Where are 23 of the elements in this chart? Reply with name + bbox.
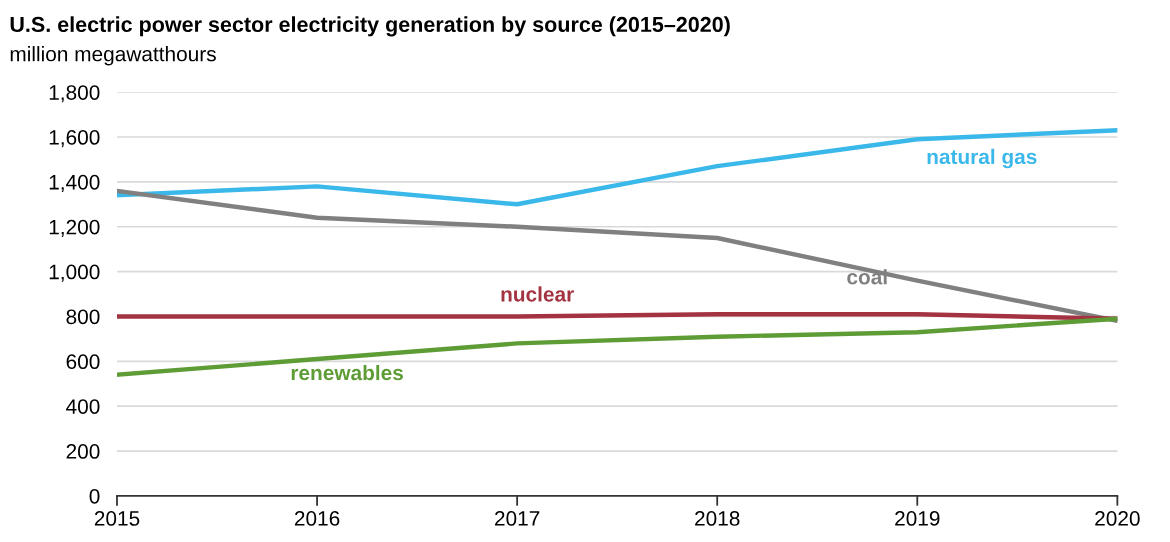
y-tick-label: 600 bbox=[66, 354, 100, 370]
x-tick-label: 2015 bbox=[94, 511, 140, 526]
y-tick-label: 1,000 bbox=[49, 264, 100, 282]
line-series bbox=[117, 128, 1118, 207]
y-tick-label: 1,600 bbox=[49, 130, 100, 148]
x-tick-label: 2020 bbox=[1095, 511, 1140, 526]
x-tick-label: 2019 bbox=[895, 511, 940, 526]
x-tick-label: 2016 bbox=[294, 511, 340, 526]
y-tick-label: 400 bbox=[66, 399, 100, 414]
chart-title: U.S. electric power sector electricity generation by source (2015–2020) bbox=[10, 16, 730, 37]
series-label: nuclear bbox=[501, 286, 574, 302]
y-tick-label: 1,800 bbox=[49, 85, 100, 103]
y-tick-label: 1,200 bbox=[49, 219, 100, 237]
series-label: renewables bbox=[291, 364, 403, 381]
y-axis-title: million megawatthours bbox=[10, 46, 216, 66]
y-tick-label: 800 bbox=[66, 309, 100, 325]
x-tick-label: 2017 bbox=[495, 511, 540, 526]
series-label: natural gas bbox=[927, 148, 1037, 169]
y-tick-label: 1,400 bbox=[49, 174, 100, 193]
y-tick-label: 0 bbox=[89, 488, 100, 504]
line-series bbox=[117, 188, 1118, 324]
y-tick-label: 200 bbox=[66, 444, 100, 459]
x-tick-label: 2018 bbox=[695, 511, 740, 526]
